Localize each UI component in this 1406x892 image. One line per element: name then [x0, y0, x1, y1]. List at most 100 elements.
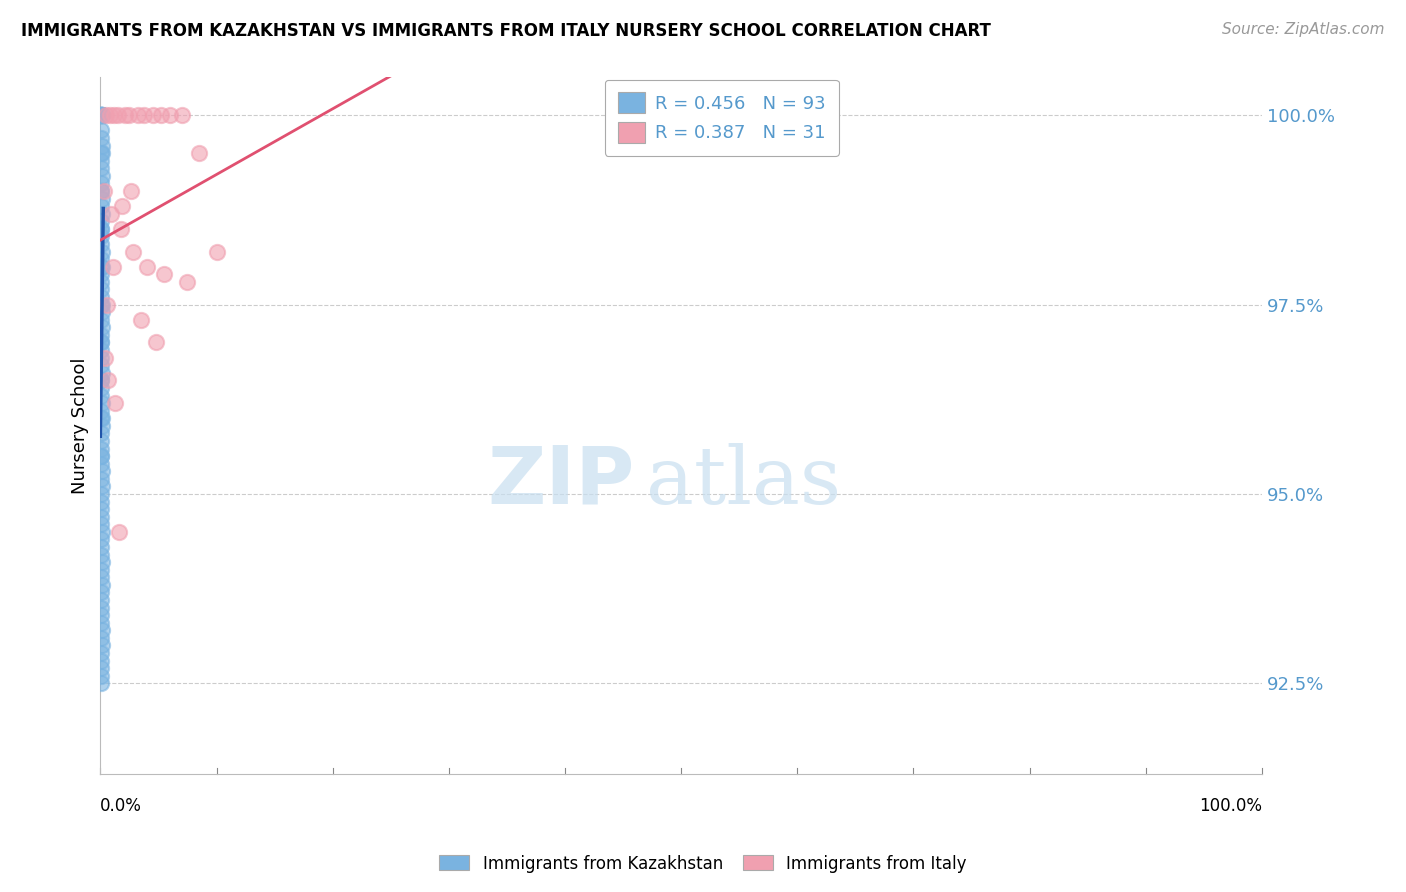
- Point: [122, 244, 145, 259]
- Text: IMMIGRANTS FROM KAZAKHSTAN VS IMMIGRANTS FROM ITALY NURSERY SCHOOL CORRELATION C: IMMIGRANTS FROM KAZAKHSTAN VS IMMIGRANTS…: [21, 22, 991, 40]
- Point: [90, 244, 112, 259]
- Point: [90, 108, 112, 122]
- Point: [90, 312, 112, 326]
- Point: [90, 388, 112, 402]
- Y-axis label: Nursery School: Nursery School: [72, 358, 89, 494]
- Point: [90, 654, 112, 668]
- Point: [205, 244, 228, 259]
- Point: [159, 108, 181, 122]
- Point: [103, 108, 125, 122]
- Point: [90, 563, 112, 577]
- Point: [107, 108, 129, 122]
- Text: 100.0%: 100.0%: [1199, 797, 1263, 815]
- Point: [90, 260, 112, 274]
- Point: [127, 108, 149, 122]
- Point: [90, 449, 112, 463]
- Point: [90, 343, 112, 357]
- Point: [90, 108, 112, 122]
- Point: [90, 222, 112, 236]
- Point: [90, 494, 112, 508]
- Point: [153, 268, 176, 282]
- Point: [90, 555, 112, 569]
- Text: ZIP: ZIP: [488, 442, 634, 521]
- Point: [110, 222, 132, 236]
- Point: [120, 184, 142, 198]
- Point: [90, 524, 112, 539]
- Point: [90, 298, 112, 312]
- Point: [90, 298, 112, 312]
- Point: [170, 108, 193, 122]
- Point: [90, 472, 112, 486]
- Point: [104, 396, 127, 410]
- Point: [90, 146, 112, 161]
- Point: [90, 509, 112, 524]
- Point: [90, 578, 112, 592]
- Point: [90, 403, 112, 417]
- Point: [90, 108, 112, 122]
- Point: [90, 123, 112, 137]
- Point: [90, 260, 112, 274]
- Point: [90, 335, 112, 350]
- Point: [90, 373, 112, 387]
- Point: [90, 169, 112, 183]
- Point: [118, 108, 141, 122]
- Point: [90, 593, 112, 607]
- Point: [90, 327, 112, 342]
- Point: [90, 533, 112, 547]
- Point: [90, 624, 112, 638]
- Point: [90, 615, 112, 630]
- Text: 0.0%: 0.0%: [100, 797, 142, 815]
- Point: [90, 283, 112, 297]
- Point: [90, 153, 112, 168]
- Point: [90, 268, 112, 282]
- Point: [176, 275, 198, 289]
- Point: [90, 305, 112, 319]
- Point: [90, 426, 112, 441]
- Point: [90, 434, 112, 448]
- Point: [90, 351, 112, 365]
- Point: [114, 108, 136, 122]
- Point: [90, 320, 112, 334]
- Text: atlas: atlas: [647, 442, 841, 521]
- Point: [90, 177, 112, 191]
- Point: [90, 335, 112, 350]
- Point: [90, 108, 112, 122]
- Point: [90, 108, 112, 122]
- Point: [90, 108, 112, 122]
- Point: [90, 600, 112, 615]
- Point: [90, 214, 112, 228]
- Point: [134, 108, 156, 122]
- Point: [90, 639, 112, 653]
- Point: [90, 464, 112, 478]
- Point: [90, 442, 112, 456]
- Point: [142, 108, 165, 122]
- Point: [90, 517, 112, 532]
- Point: [90, 207, 112, 221]
- Point: [90, 161, 112, 176]
- Point: [100, 207, 122, 221]
- Point: [90, 237, 112, 252]
- Point: [90, 373, 112, 387]
- Point: [90, 585, 112, 599]
- Point: [90, 676, 112, 690]
- Text: Source: ZipAtlas.com: Source: ZipAtlas.com: [1222, 22, 1385, 37]
- Legend: Immigrants from Kazakhstan, Immigrants from Italy: Immigrants from Kazakhstan, Immigrants f…: [433, 848, 973, 880]
- Point: [90, 411, 112, 425]
- Point: [90, 669, 112, 683]
- Point: [90, 457, 112, 471]
- Point: [90, 222, 112, 236]
- Point: [135, 260, 157, 274]
- Point: [94, 351, 117, 365]
- Point: [97, 373, 120, 387]
- Point: [90, 358, 112, 372]
- Point: [90, 418, 112, 433]
- Point: [98, 108, 121, 122]
- Point: [90, 396, 112, 410]
- Point: [90, 199, 112, 213]
- Point: [90, 290, 112, 304]
- Point: [90, 608, 112, 623]
- Point: [129, 312, 152, 326]
- Point: [90, 449, 112, 463]
- Point: [96, 108, 118, 122]
- Point: [90, 275, 112, 289]
